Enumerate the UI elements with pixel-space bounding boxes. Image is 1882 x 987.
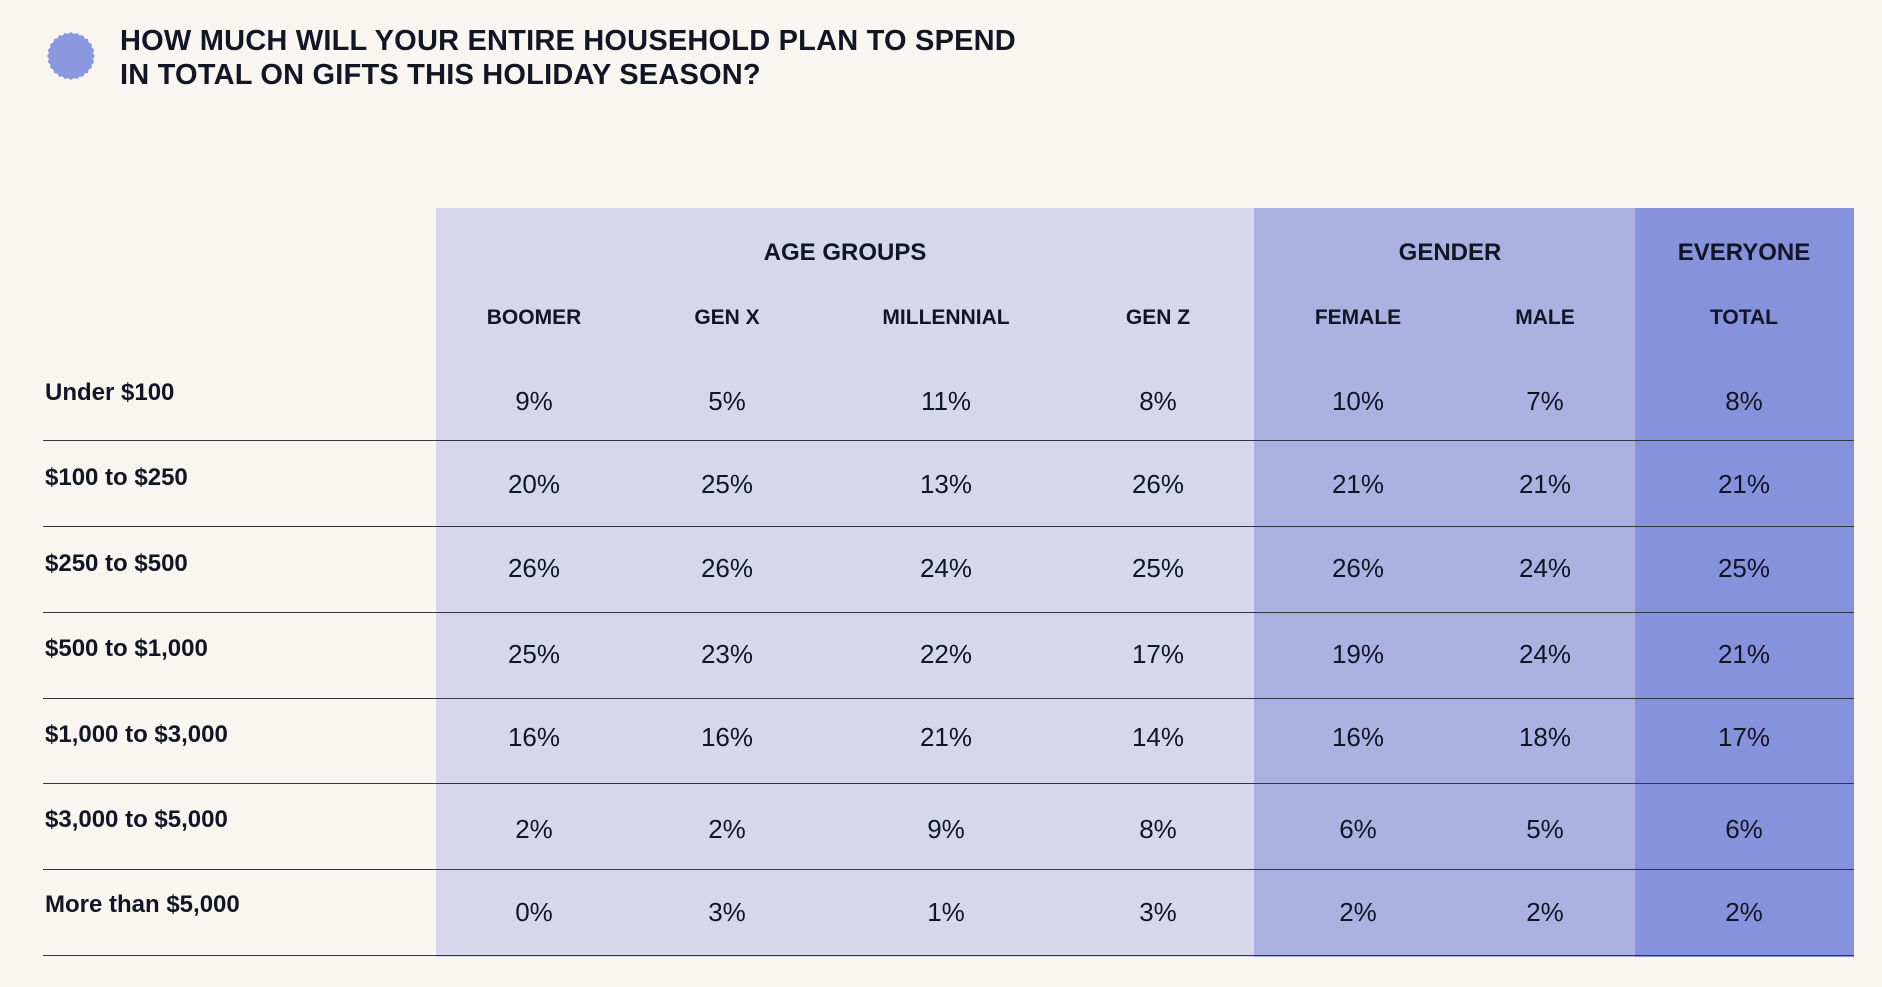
- table-cell: 5%: [1526, 814, 1564, 844]
- group-header-age-groups: AGE GROUPS: [763, 239, 927, 266]
- row-divider: [43, 955, 1854, 956]
- table-cell: 17%: [1131, 639, 1185, 669]
- table-cell: 23%: [700, 639, 754, 669]
- table-cell: 25%: [1131, 553, 1185, 583]
- row-divider: [43, 698, 1854, 699]
- table-cell: 24%: [1518, 639, 1572, 669]
- column-header-gen-z: GEN Z: [1125, 306, 1191, 329]
- group-header-everyone: EVERYONE: [1677, 239, 1811, 266]
- column-header-millennial: MILLENNIAL: [882, 306, 1010, 329]
- table-cell: 18%: [1518, 722, 1572, 752]
- table-cell: 10%: [1331, 386, 1385, 416]
- row-label: Under $100: [45, 379, 175, 406]
- table-cell: 11%: [920, 386, 972, 416]
- table-cell: 0%: [515, 897, 553, 927]
- row-divider: [43, 526, 1854, 527]
- title-line-2: IN TOTAL ON GIFTS THIS HOLIDAY SEASON?: [120, 59, 761, 91]
- badge-shape: [47, 32, 95, 80]
- table-cell: 14%: [1131, 722, 1185, 752]
- everyone-band: [1635, 208, 1854, 957]
- row-label: $500 to $1,000: [45, 635, 208, 662]
- scalloped-circle-icon: [47, 32, 95, 80]
- table-cell: 6%: [1725, 814, 1763, 844]
- column-header-male: MALE: [1515, 306, 1575, 329]
- table-cell: 25%: [1717, 553, 1771, 583]
- table-cell: 9%: [515, 386, 553, 416]
- table-cell: 16%: [507, 722, 561, 752]
- table-cell: 21%: [1717, 639, 1771, 669]
- title-line-1: HOW MUCH WILL YOUR ENTIRE HOUSEHOLD PLAN…: [120, 25, 1016, 57]
- table-cell: 20%: [507, 469, 561, 499]
- table-cell: 9%: [927, 814, 965, 844]
- table-cell: 25%: [507, 639, 561, 669]
- row-label: $250 to $500: [45, 550, 188, 577]
- row-divider: [43, 869, 1854, 870]
- table-cell: 26%: [700, 553, 754, 583]
- row-divider: [43, 440, 1854, 441]
- table-cell: 6%: [1339, 814, 1377, 844]
- row-divider: [43, 783, 1854, 784]
- table-cell: 21%: [1331, 469, 1385, 499]
- table-cell: 1%: [927, 897, 965, 927]
- column-header-total: TOTAL: [1709, 306, 1779, 329]
- table-cell: 8%: [1139, 814, 1177, 844]
- table-cell: 19%: [1331, 639, 1385, 669]
- table-cell: 16%: [1331, 722, 1385, 752]
- row-divider: [43, 612, 1854, 613]
- table-cell: 21%: [1518, 469, 1572, 499]
- column-header-boomer: BOOMER: [486, 306, 582, 329]
- group-header-gender: GENDER: [1398, 239, 1502, 266]
- gender-band: [1254, 208, 1635, 957]
- table-cell: 8%: [1725, 386, 1763, 416]
- table-cell: 24%: [1518, 553, 1572, 583]
- table-cell: 26%: [1331, 553, 1385, 583]
- table-cell: 2%: [1526, 897, 1564, 927]
- table-cell: 16%: [700, 722, 754, 752]
- table-cell: 2%: [1339, 897, 1377, 927]
- row-label: More than $5,000: [45, 891, 240, 918]
- row-label: $3,000 to $5,000: [45, 806, 228, 833]
- table-cell: 2%: [708, 814, 746, 844]
- table-cell: 5%: [708, 386, 746, 416]
- table-cell: 26%: [1131, 469, 1185, 499]
- chart-header: HOW MUCH WILL YOUR ENTIRE HOUSEHOLD PLAN…: [46, 24, 1020, 92]
- table-cell: 21%: [1717, 469, 1771, 499]
- row-label: $1,000 to $3,000: [45, 721, 228, 748]
- table-cell: 24%: [919, 553, 973, 583]
- table-cell: 8%: [1139, 386, 1177, 416]
- table-cell: 26%: [507, 553, 561, 583]
- table-cell: 7%: [1526, 386, 1564, 416]
- table-cell: 2%: [1725, 897, 1763, 927]
- table-cell: 22%: [919, 639, 973, 669]
- table-cell: 3%: [708, 897, 746, 927]
- table-cell: 2%: [515, 814, 553, 844]
- column-header-female: FEMALE: [1314, 306, 1402, 329]
- chart-title: HOW MUCH WILL YOUR ENTIRE HOUSEHOLD PLAN…: [120, 24, 1020, 92]
- table-cell: 17%: [1717, 722, 1771, 752]
- table-cell: 25%: [700, 469, 754, 499]
- table-cell: 21%: [919, 722, 973, 752]
- table-cell: 13%: [919, 469, 973, 499]
- row-label: $100 to $250: [45, 464, 188, 491]
- age-groups-band: [436, 208, 1254, 957]
- table-cell: 3%: [1139, 897, 1177, 927]
- column-header-gen-x: GEN X: [694, 306, 760, 329]
